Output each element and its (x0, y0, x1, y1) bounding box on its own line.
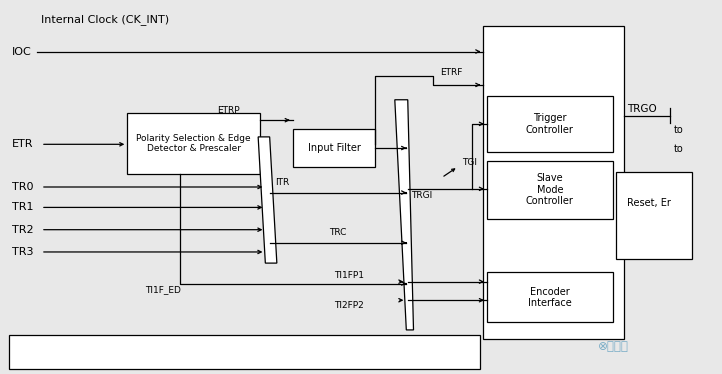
Text: Internal Clock (CK_INT): Internal Clock (CK_INT) (41, 14, 169, 25)
Text: Input Filter: Input Filter (308, 143, 360, 153)
Text: TR0: TR0 (12, 182, 34, 192)
Bar (292, 129, 375, 166)
Text: TR3: TR3 (12, 247, 34, 257)
Text: TRGI: TRGI (412, 191, 432, 200)
Text: ⊗日月辰: ⊗日月辰 (599, 340, 629, 353)
Text: TI1FP1: TI1FP1 (334, 271, 365, 280)
Text: TI1F_ED: TI1F_ED (145, 285, 181, 294)
Text: Encoder
Interface: Encoder Interface (528, 286, 572, 308)
Text: ITR: ITR (274, 178, 289, 187)
Bar (487, 161, 613, 218)
Text: TRGO: TRGO (627, 104, 657, 114)
Text: Polarity Selection & Edge
Detector & Prescaler: Polarity Selection & Edge Detector & Pre… (136, 134, 251, 153)
Text: Reset, Er: Reset, Er (627, 198, 671, 208)
Text: ETR: ETR (12, 139, 34, 149)
Text: Slave
Mode
Controller: Slave Mode Controller (526, 173, 574, 206)
Bar (487, 272, 613, 322)
Text: to: to (674, 144, 684, 154)
Text: TR1: TR1 (12, 202, 34, 212)
Text: ETRP: ETRP (217, 105, 240, 114)
Text: ETRF: ETRF (440, 68, 463, 77)
Bar (487, 96, 613, 152)
Polygon shape (258, 137, 277, 263)
Text: to: to (674, 125, 684, 135)
Text: TR2: TR2 (12, 225, 34, 235)
Bar (617, 172, 692, 260)
Text: Trigger
Controller: Trigger Controller (526, 113, 574, 135)
Bar (127, 113, 261, 174)
Text: TRC: TRC (329, 228, 346, 237)
Bar (483, 25, 624, 339)
Text: IOC: IOC (12, 46, 32, 56)
Polygon shape (395, 100, 414, 330)
Text: TI2FP2: TI2FP2 (334, 301, 364, 310)
Text: TGI: TGI (461, 157, 477, 166)
Bar (9, 335, 479, 369)
